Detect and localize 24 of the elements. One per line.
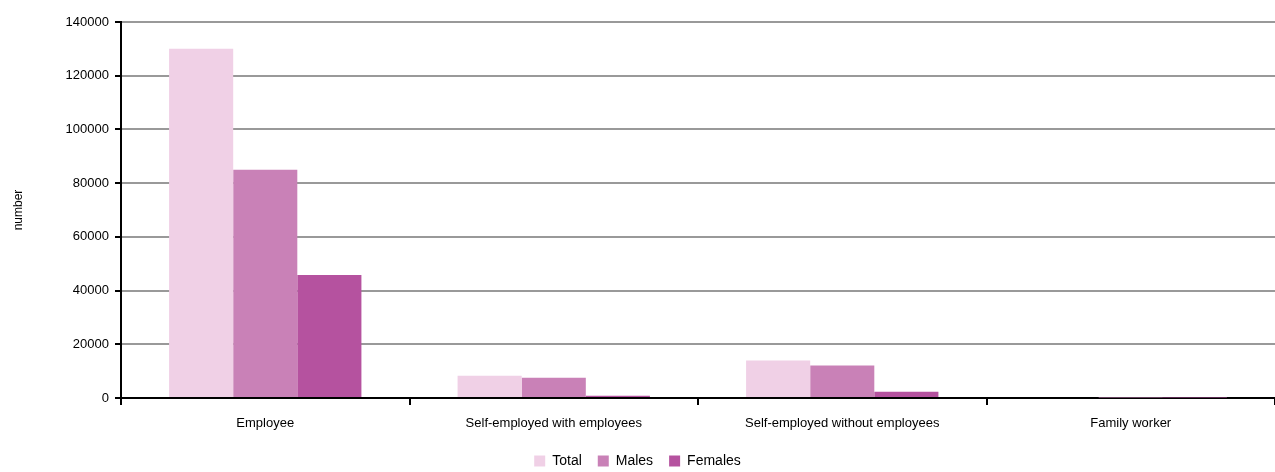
y-tick-label: 40000: [72, 282, 109, 298]
legend-label: Females: [687, 451, 741, 468]
y-tick-label: 60000: [72, 228, 109, 244]
bar: [746, 360, 811, 397]
y-tick-label: 80000: [72, 174, 109, 190]
bar: [169, 48, 234, 397]
bar: [297, 274, 362, 397]
bar: [521, 377, 586, 397]
y-tick-label: 140000: [65, 13, 109, 29]
x-tick-label: Self-employed without employees: [745, 415, 940, 431]
y-tick-label: 100000: [65, 121, 109, 137]
bar: [810, 365, 875, 397]
legend-label: Total: [552, 451, 582, 468]
x-tick-label: Employee: [236, 415, 295, 431]
legend-label: Males: [615, 451, 654, 468]
y-axis-title: number: [10, 189, 25, 231]
y-tick-label: 0: [101, 389, 109, 405]
y-tick-label: 20000: [72, 335, 109, 351]
bar: [457, 375, 522, 397]
x-tick-label: Self-employed with employees: [465, 415, 643, 431]
bar: [233, 169, 298, 397]
x-tick-label: Family worker: [1090, 415, 1172, 431]
bar: [874, 391, 939, 397]
y-tick-label: 120000: [65, 67, 109, 83]
